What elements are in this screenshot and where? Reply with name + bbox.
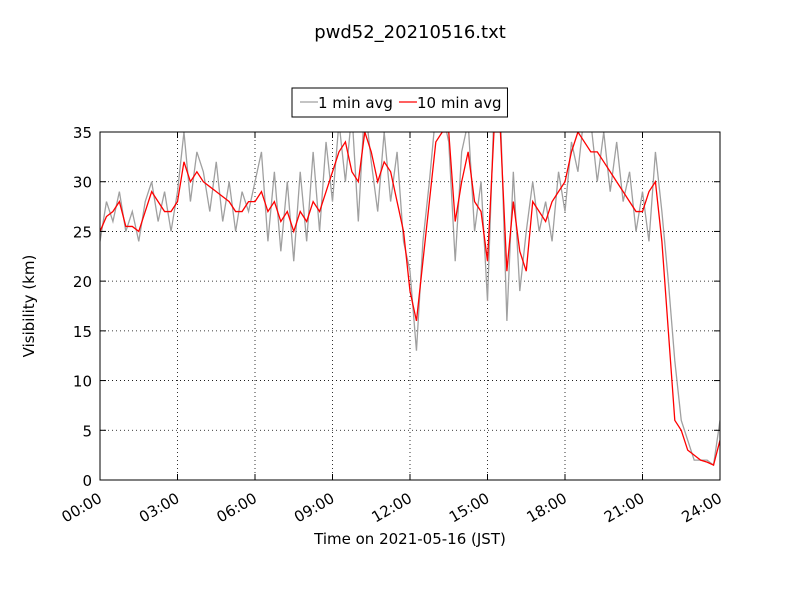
plot-lines <box>100 132 720 467</box>
y-tick-label: 30 <box>73 174 92 192</box>
y-tick-label: 0 <box>82 472 92 490</box>
legend-label: 10 min avg <box>417 94 502 112</box>
y-tick-label: 20 <box>73 273 92 291</box>
y-tick-label: 15 <box>73 323 92 341</box>
y-tick-label: 10 <box>73 373 92 391</box>
chart-title: pwd52_20210516.txt <box>314 22 506 43</box>
y-tick-label: 35 <box>73 124 92 142</box>
x-axis-label: Time on 2021-05-16 (JST) <box>313 530 506 548</box>
series-line <box>100 132 720 467</box>
series-line <box>100 132 720 467</box>
y-tick-label: 5 <box>82 422 92 440</box>
y-axis-label: Visibility (km) <box>20 255 38 358</box>
legend: 1 min avg 10 min avg <box>291 87 508 118</box>
legend-label: 1 min avg <box>318 94 393 112</box>
y-tick-label: 25 <box>73 223 92 241</box>
